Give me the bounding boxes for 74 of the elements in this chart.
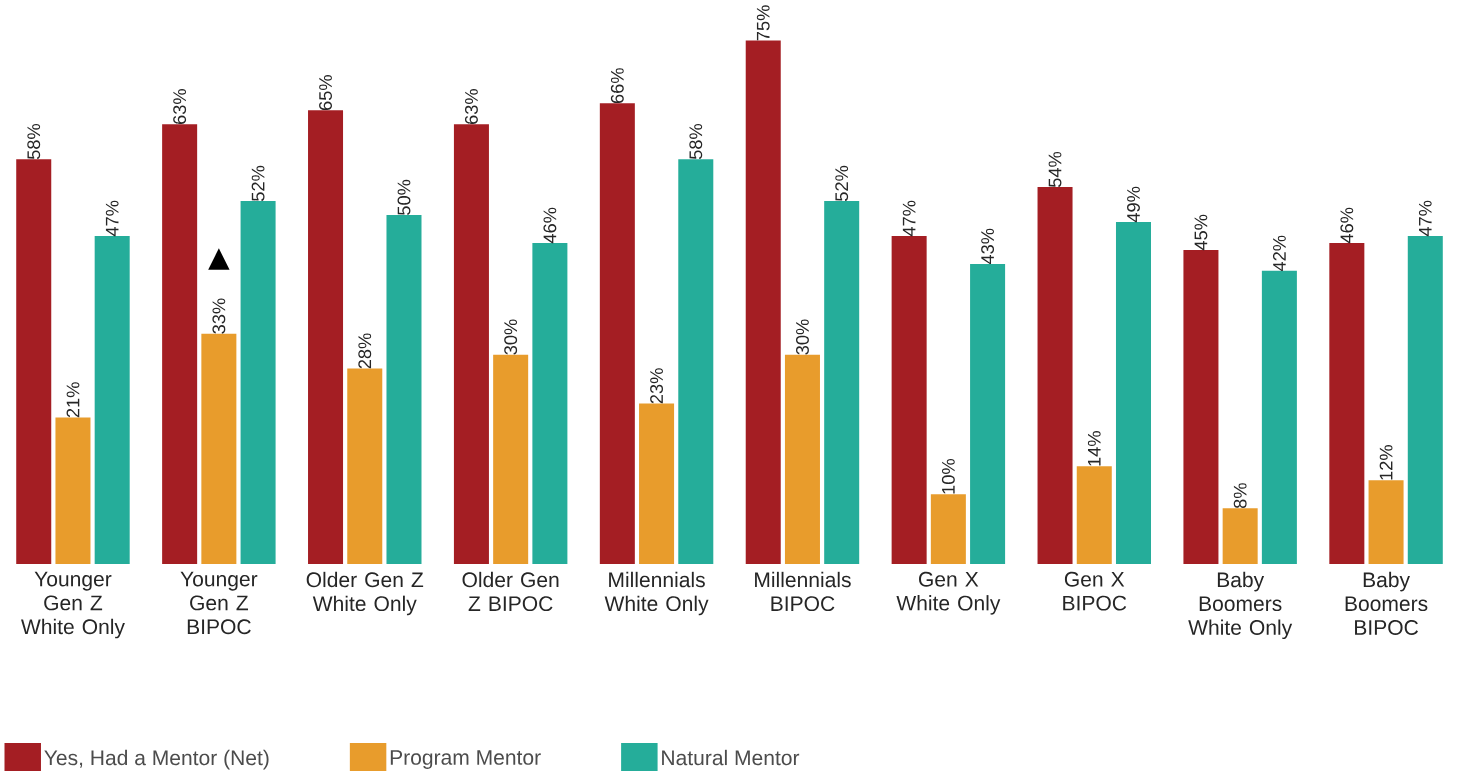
data-label: 58% (27, 124, 41, 160)
legend-label: Program Mentor (390, 750, 541, 770)
bar (453, 124, 489, 565)
x-tick-label: Younger Gen Z White Only (21, 571, 125, 639)
bar (1407, 236, 1443, 565)
data-label: 66% (610, 68, 624, 104)
data-label: 42% (1272, 235, 1286, 272)
data-label: 47% (1418, 200, 1432, 237)
bar (493, 354, 529, 565)
bar (532, 242, 568, 565)
bar (824, 201, 860, 565)
data-label: 63% (464, 89, 478, 125)
bar (94, 236, 130, 565)
bar (1183, 249, 1219, 565)
bar (784, 354, 820, 565)
bar (745, 40, 781, 565)
bar (308, 110, 344, 565)
legend-label: Yes, Had a Mentor (Net) (44, 749, 269, 770)
data-label: 65% (319, 75, 332, 111)
bar (639, 403, 675, 565)
bar (347, 368, 383, 565)
bar (1261, 270, 1297, 565)
bar (55, 417, 91, 565)
bar (970, 263, 1006, 565)
data-label: 21% (66, 382, 80, 418)
data-label: 47% (105, 200, 119, 237)
legend-label: Natural Mentor (662, 749, 800, 766)
data-label: 28% (358, 333, 372, 369)
data-label: 30% (504, 319, 518, 355)
data-label: 10% (941, 459, 955, 494)
data-label: 49% (1127, 186, 1140, 223)
data-label: 46% (543, 207, 557, 244)
data-label: 30% (796, 319, 809, 355)
data-label: 75% (756, 5, 770, 41)
bar (16, 159, 52, 565)
bar (1076, 466, 1112, 565)
data-label: 14% (1087, 431, 1101, 466)
data-label: 8% (1233, 483, 1247, 509)
bar (1037, 187, 1073, 565)
bar (386, 215, 422, 565)
x-tick-label: Gen X BIPOC (1063, 571, 1127, 611)
bar (891, 236, 927, 565)
x-tick-label: Baby Boomers BIPOC (1345, 571, 1428, 635)
data-label: 12% (1379, 445, 1393, 480)
bar (201, 333, 237, 565)
data-label: 46% (1340, 207, 1354, 244)
bar (599, 103, 635, 565)
x-tick-label: Gen X White Only (896, 571, 1001, 615)
data-label: 50% (397, 179, 411, 215)
data-label: 52% (251, 165, 265, 202)
data-label: 33% (212, 298, 226, 334)
bar (1222, 508, 1258, 565)
x-tick-label: Millennials White Only (604, 571, 709, 616)
x-tick-label: Older Gen Z White Only (306, 571, 424, 616)
bar (678, 159, 714, 565)
data-label: 45% (1194, 214, 1208, 251)
bar (1115, 222, 1151, 565)
data-label: 58% (689, 124, 703, 160)
bar (1368, 480, 1404, 565)
x-tick-label: Millennials BIPOC (755, 571, 851, 612)
bar (1329, 242, 1365, 565)
annotation: ▲ (208, 248, 230, 270)
bar (930, 494, 966, 565)
bar (162, 124, 198, 565)
data-label: 23% (650, 368, 664, 404)
x-tick-label: Older Gen Z BIPOC (462, 571, 559, 612)
bar (240, 201, 276, 565)
data-label: 63% (173, 89, 187, 125)
data-label: 47% (902, 200, 916, 237)
x-tick-label: Baby Boomers White Only (1188, 571, 1293, 640)
data-label: 54% (1048, 151, 1062, 188)
data-label: 52% (835, 165, 849, 202)
x-tick-label: Younger Gen Z BIPOC (180, 571, 258, 635)
data-label: 43% (981, 228, 995, 265)
